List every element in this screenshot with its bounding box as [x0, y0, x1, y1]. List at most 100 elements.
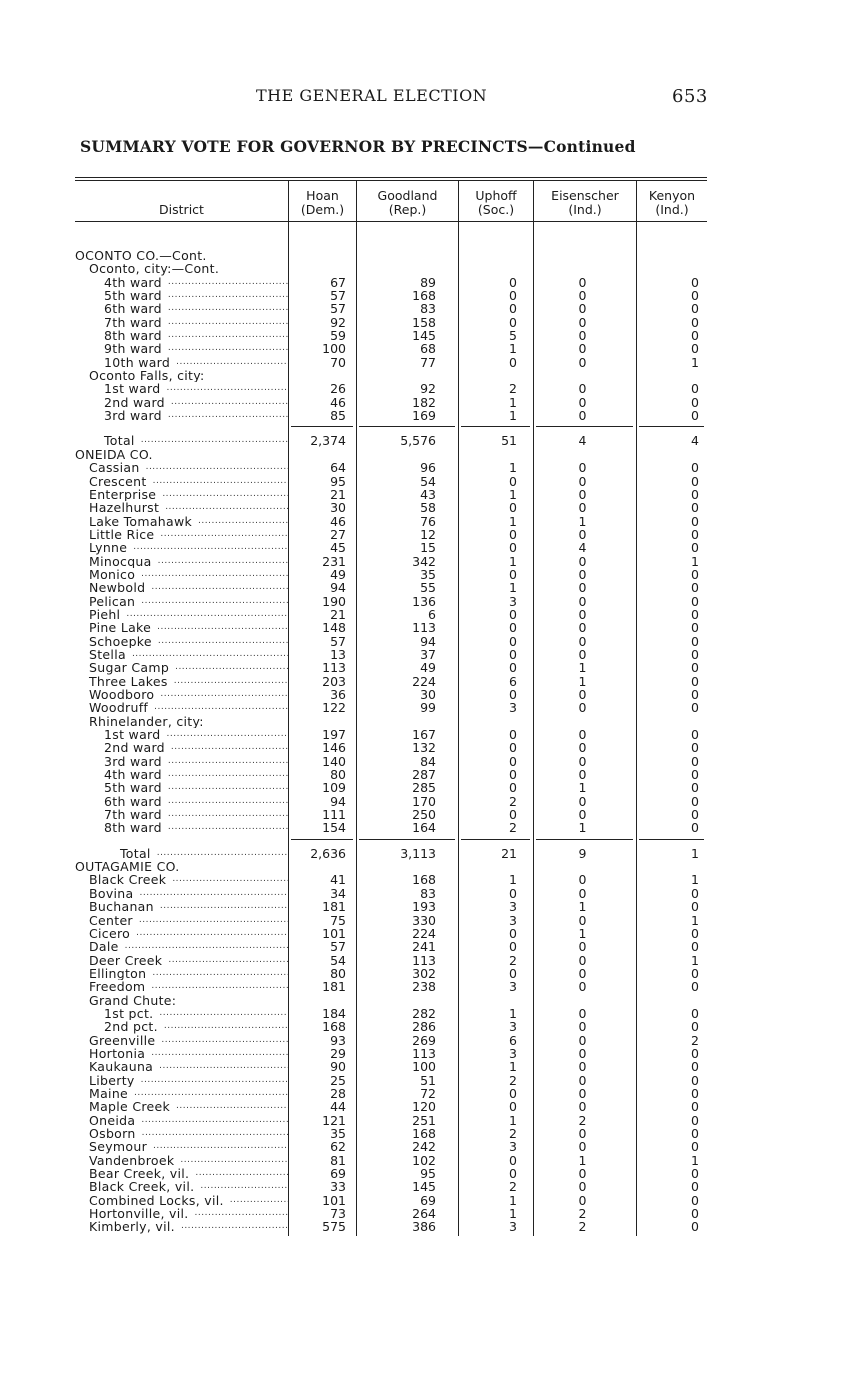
- kenyon-votes: 2: [691, 1032, 699, 1048]
- dot-leader: ........................................…: [151, 582, 288, 593]
- district-label: 3rd ward: [104, 409, 162, 423]
- kenyon-votes: 0: [691, 1166, 699, 1182]
- header-goodland: Goodland (Rep.): [356, 181, 458, 221]
- hoan-votes: [288, 262, 356, 275]
- goodland-votes: 193: [412, 899, 436, 915]
- goodland-votes: 224: [412, 925, 436, 941]
- dot-leader: ........................................…: [141, 1114, 288, 1125]
- kenyon-votes: 0: [691, 1192, 699, 1208]
- district-label: Deer Creek: [89, 953, 163, 967]
- district-label: Newbold: [89, 581, 146, 595]
- header-eisenscher: Eisenscher (Ind.): [533, 181, 636, 221]
- eisenscher-votes: 0: [578, 408, 587, 424]
- hoan-votes: 35: [330, 1126, 346, 1141]
- eisenscher-votes: 4: [578, 540, 587, 556]
- kenyon-votes: 0: [691, 660, 699, 676]
- district-cell: Ellington...............................…: [75, 967, 288, 980]
- district-cell: Osborn..................................…: [75, 1127, 288, 1140]
- district-label: Grand Chute:: [89, 993, 177, 1007]
- uphoff-votes: 2: [509, 820, 517, 836]
- table-row: Lynne...................................…: [75, 540, 707, 556]
- goodland-votes: 3,113: [356, 838, 458, 860]
- dot-leader: ........................................…: [170, 742, 288, 753]
- eisenscher-votes: 0: [578, 1005, 587, 1021]
- dot-leader: ........................................…: [167, 822, 288, 833]
- hoan-votes: 33: [330, 1179, 346, 1195]
- hoan-votes: 92: [330, 314, 346, 330]
- kenyon-votes: [636, 715, 707, 728]
- hoan-votes: 41: [330, 872, 346, 888]
- district-cell: 4th ward................................…: [75, 276, 288, 289]
- kenyon-votes: 0: [691, 1059, 699, 1075]
- goodland-votes: 83: [420, 301, 436, 317]
- header-hoan: Hoan (Dem.): [288, 181, 356, 221]
- district-cell: Pine Lake...............................…: [75, 621, 288, 634]
- eisenscher-votes: 2: [578, 1219, 587, 1235]
- uphoff-votes: 21: [458, 838, 533, 860]
- table-row: Bovina..................................…: [75, 886, 707, 900]
- goodland-votes: 330: [412, 912, 436, 928]
- district-label: Hortonville, vil.: [89, 1207, 189, 1221]
- kenyon-votes: 0: [691, 740, 699, 756]
- eisenscher-votes: 0: [578, 606, 587, 622]
- hoan-votes: 95: [330, 473, 346, 489]
- eisenscher-votes: 0: [578, 620, 587, 636]
- uphoff-votes: 1: [509, 1192, 517, 1208]
- uphoff-votes: [458, 262, 533, 275]
- district-label: 2nd ward: [104, 395, 165, 410]
- table-row: Newbold.................................…: [75, 580, 707, 596]
- district-cell: Woodruff................................…: [75, 701, 288, 714]
- kenyon-votes: 0: [691, 408, 699, 424]
- eisenscher-votes: 0: [578, 1179, 587, 1195]
- dot-leader: ........................................…: [152, 475, 288, 486]
- kenyon-votes: 0: [691, 753, 699, 769]
- hoan-votes: 21: [330, 486, 346, 502]
- eisenscher-votes: 0: [578, 328, 587, 344]
- uphoff-votes: 1: [509, 1005, 517, 1021]
- district-label: 1st ward: [104, 728, 161, 742]
- eisenscher-votes: 0: [578, 912, 587, 928]
- hoan-votes: 184: [322, 1005, 346, 1021]
- hoan-votes: 70: [330, 354, 346, 370]
- kenyon-votes: 0: [691, 673, 699, 689]
- goodland-votes: 43: [420, 486, 436, 502]
- table-row: Kimberly, vil...........................…: [75, 1219, 707, 1235]
- goodland-votes: 30: [420, 687, 436, 702]
- eisenscher-votes: 0: [578, 753, 587, 769]
- eisenscher-votes: 0: [578, 500, 587, 516]
- hoan-votes: 100: [322, 341, 346, 357]
- district-cell: Bear Creek, vil.........................…: [75, 1167, 288, 1180]
- goodland-votes: 168: [412, 872, 436, 888]
- uphoff-votes: 2: [509, 1072, 517, 1088]
- uphoff-votes: 1: [509, 1059, 517, 1075]
- district-cell: Bovina..................................…: [75, 887, 288, 900]
- table-row: Cicero..................................…: [75, 925, 707, 941]
- hoan-votes: 2,374: [288, 426, 356, 448]
- eisenscher-votes: 1: [578, 513, 587, 529]
- goodland-votes: 92: [420, 381, 436, 397]
- eisenscher-votes: 0: [578, 1099, 587, 1115]
- district-label: Bovina: [89, 886, 134, 901]
- goodland-votes: 241: [412, 939, 436, 955]
- hoan-votes: 80: [330, 965, 346, 981]
- goodland-votes: 76: [420, 513, 436, 529]
- table-row: 6th ward................................…: [75, 301, 707, 317]
- eisenscher-votes: 0: [578, 952, 587, 968]
- hoan-votes: 26: [330, 381, 346, 397]
- goodland-votes: [356, 448, 458, 461]
- kenyon-votes: [636, 860, 707, 873]
- district-label: Freedom: [89, 980, 146, 994]
- eisenscher-votes: 0: [578, 593, 587, 609]
- uphoff-votes: 0: [509, 314, 517, 330]
- hoan-votes: 94: [330, 793, 346, 809]
- kenyon-votes: 0: [691, 1019, 699, 1035]
- kenyon-votes: 0: [691, 580, 699, 596]
- goodland-votes: [356, 262, 458, 275]
- kenyon-votes: 0: [691, 646, 699, 662]
- dot-leader: ........................................…: [167, 343, 288, 354]
- uphoff-votes: 3: [509, 979, 517, 995]
- eisenscher-votes: 0: [578, 288, 587, 304]
- eisenscher-votes: 0: [578, 1166, 587, 1182]
- dot-leader: ........................................…: [167, 782, 288, 793]
- eisenscher-votes: 0: [578, 354, 587, 370]
